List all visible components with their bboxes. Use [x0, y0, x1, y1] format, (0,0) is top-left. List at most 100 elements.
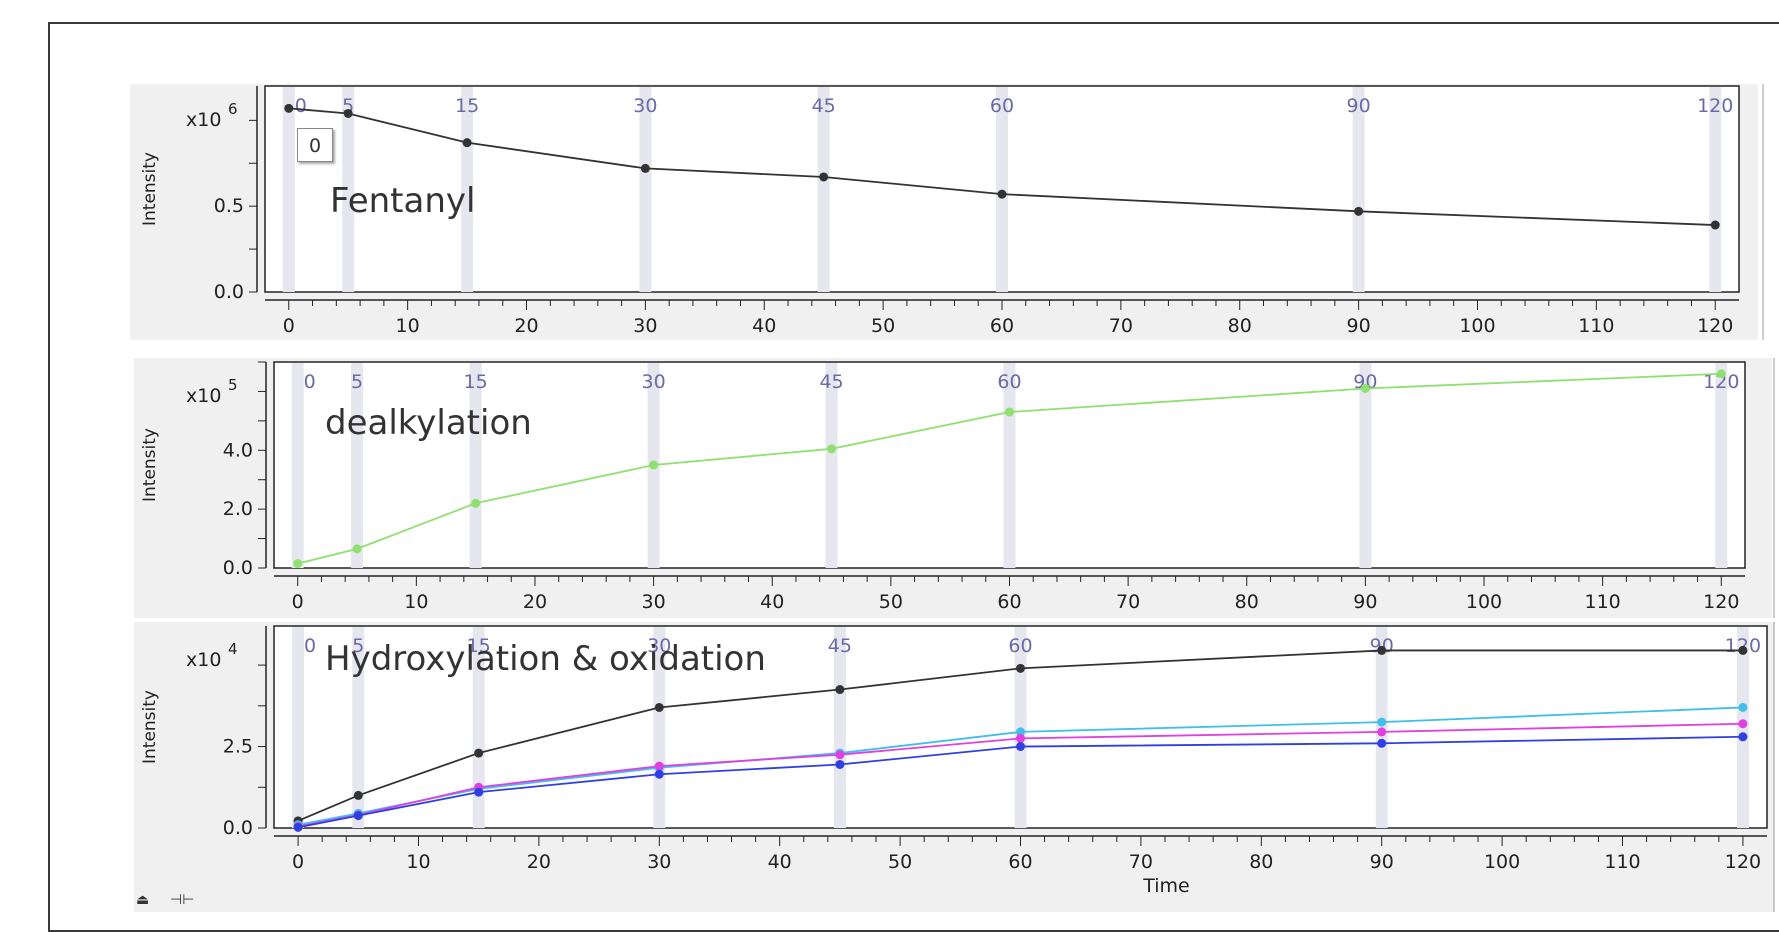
- timepoint-band: [282, 87, 295, 292]
- timepoint-band: [639, 87, 652, 292]
- y-multiplier-exponent: 5: [228, 376, 238, 394]
- y-multiplier: x10: [186, 385, 221, 407]
- x-tick-label: 70: [1129, 851, 1153, 873]
- data-point: [1016, 663, 1025, 673]
- timepoint-label: 120: [1697, 95, 1733, 117]
- timepoint-band: [1715, 363, 1728, 568]
- data-point: [654, 702, 664, 712]
- data-point: [1716, 369, 1726, 379]
- timepoint-label: 120: [1703, 371, 1739, 393]
- timepoint-band: [825, 363, 838, 568]
- split-horizontal-icon[interactable]: ⊣⊢: [170, 892, 195, 908]
- data-point: [1360, 383, 1370, 393]
- x-tick-label: 10: [396, 315, 420, 337]
- data-point: [654, 761, 664, 771]
- x-axis-label: Time: [1142, 875, 1190, 897]
- timepoint-label: 15: [464, 371, 488, 393]
- data-point: [293, 822, 303, 832]
- timepoint-label: 60: [997, 371, 1021, 393]
- data-point: [819, 172, 829, 182]
- data-point: [353, 790, 363, 800]
- data-point: [827, 444, 837, 454]
- x-tick-label: 30: [647, 851, 671, 873]
- x-tick-label: 20: [523, 591, 547, 613]
- x-tick-label: 50: [871, 315, 895, 337]
- data-point: [1016, 727, 1025, 737]
- data-point: [835, 685, 845, 695]
- y-multiplier: x10: [186, 109, 221, 131]
- timepoint-band: [342, 87, 355, 292]
- data-point: [654, 769, 664, 779]
- y-multiplier-exponent: 4: [228, 640, 238, 658]
- timepoint-label: 0: [304, 635, 316, 657]
- timepoint-label: 45: [828, 635, 852, 657]
- timepoint-label: 45: [819, 371, 843, 393]
- y-tick-label: 2.5: [223, 736, 253, 758]
- data-point: [293, 559, 303, 569]
- data-point: [474, 748, 484, 758]
- series-annotation: Fentanyl: [330, 181, 475, 221]
- x-tick-label: 0: [283, 315, 295, 337]
- timepoint-band: [292, 627, 305, 828]
- timepoint-label: 15: [467, 635, 491, 657]
- x-tick-label: 120: [1725, 851, 1761, 873]
- x-tick-label: 20: [527, 851, 551, 873]
- x-tick-label: 60: [997, 591, 1021, 613]
- eject-icon[interactable]: ⏏: [136, 892, 150, 908]
- data-point: [1354, 206, 1364, 216]
- x-tick-label: 70: [1109, 315, 1133, 337]
- x-tick-label: 90: [1353, 591, 1377, 613]
- data-point: [1005, 407, 1014, 417]
- timepoint-band: [461, 87, 474, 292]
- y-axis-label: Intensity: [140, 152, 160, 226]
- series-line-4: [297, 735, 1743, 829]
- timepoint-label: 90: [1347, 95, 1371, 117]
- y-multiplier-exponent: 6: [228, 100, 238, 118]
- series-line-1: [288, 107, 1716, 226]
- x-tick-label: 80: [1249, 851, 1273, 873]
- x-tick-label: 120: [1703, 591, 1739, 613]
- timepoint-band: [472, 627, 485, 828]
- data-point: [1738, 719, 1748, 729]
- y-tick-label: 0.0: [223, 817, 253, 839]
- data-point: [352, 544, 362, 554]
- timepoint-label: 5: [352, 635, 364, 657]
- x-tick-label: 60: [1008, 851, 1032, 873]
- series-line-1: [297, 372, 1722, 565]
- timepoint-band: [833, 627, 846, 828]
- data-point: [1377, 738, 1387, 748]
- data-point: [284, 103, 294, 113]
- data-point: [471, 498, 481, 508]
- x-tick-label: 80: [1228, 315, 1252, 337]
- chart-panel-1: 0 10 20 30 40 50 60 70 80 90 100 110 120 0.0 0.5 x10 6 In…: [130, 84, 1764, 340]
- y-tick-label: 2.0: [223, 498, 253, 520]
- timepoint-label: 60: [1008, 635, 1032, 657]
- data-point: [835, 750, 845, 760]
- timepoint-label: 0: [295, 95, 307, 117]
- timepoint-band: [1003, 363, 1016, 568]
- data-point: [353, 811, 363, 821]
- timepoint-label: 30: [642, 371, 666, 393]
- data-point: [997, 189, 1007, 199]
- data-point: [649, 460, 659, 470]
- timepoint-label: 30: [647, 635, 671, 657]
- timepoint-band: [351, 363, 364, 568]
- x-tick-label: 40: [752, 315, 776, 337]
- y-axis-label: Intensity: [140, 428, 160, 502]
- x-tick-label: 60: [990, 315, 1014, 337]
- x-tick-label: 70: [1116, 591, 1140, 613]
- timepoint-label: 30: [633, 95, 657, 117]
- data-point: [474, 787, 484, 797]
- x-tick-label: 110: [1578, 315, 1614, 337]
- x-tick-label: 100: [1484, 851, 1520, 873]
- timepoint-label: 45: [812, 95, 836, 117]
- timepoint-band: [653, 627, 666, 828]
- x-tick-label: 40: [760, 591, 784, 613]
- y-axis-label: Intensity: [140, 690, 160, 764]
- timepoint-band: [469, 363, 482, 568]
- data-point: [1016, 742, 1025, 752]
- x-tick-label: 100: [1466, 591, 1502, 613]
- timepoint-band: [291, 363, 304, 568]
- data-point: [1377, 717, 1387, 727]
